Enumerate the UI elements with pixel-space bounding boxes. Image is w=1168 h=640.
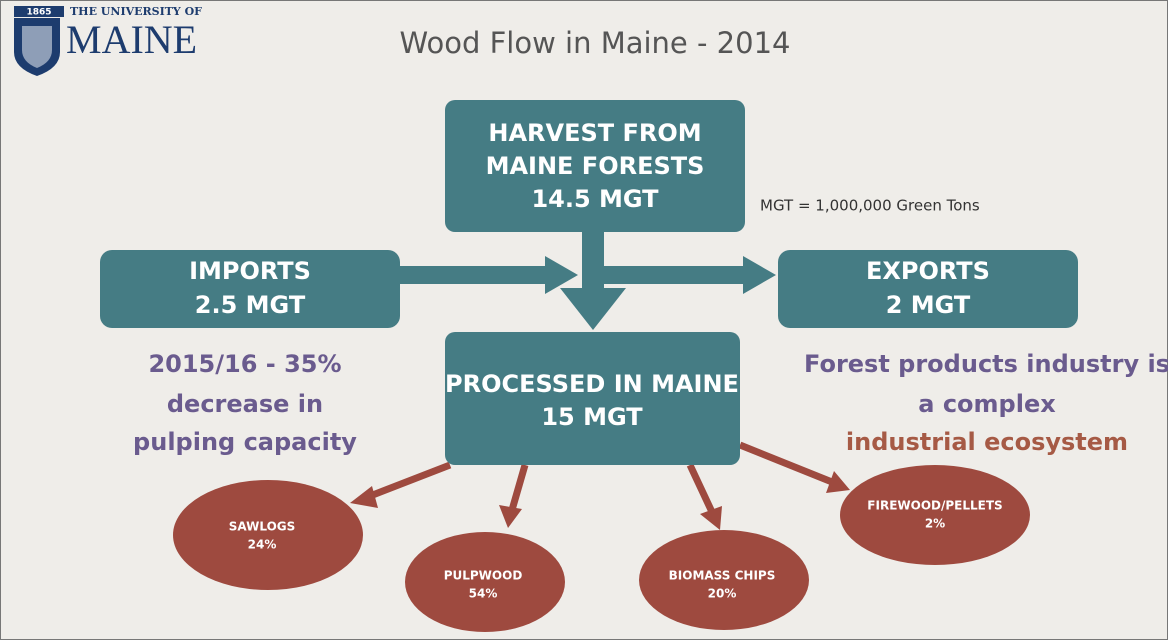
output-share: 54% [469, 587, 498, 601]
imports-text: IMPORTS [189, 257, 311, 285]
arrow-head [743, 256, 776, 294]
note: MGT = 1,000,000 Green Tons [760, 197, 980, 215]
harvest-text: MAINE FORESTS [486, 152, 705, 180]
title: Wood Flow in Maine - 2014 [400, 26, 791, 60]
harvest-text: 14.5 MGT [531, 185, 659, 213]
arrow-shaft [582, 230, 604, 290]
arrow-shaft [400, 266, 550, 284]
right-text: Forest products industry is [804, 350, 1168, 378]
arrow-head [350, 486, 378, 508]
left-text: 2015/16 - 35% [148, 350, 341, 378]
logo-line1: THE UNIVERSITY OF [70, 5, 202, 18]
processed-box [445, 332, 740, 465]
logo-year: 1865 [26, 8, 51, 18]
logo-year-bg [14, 6, 64, 17]
arrow-line [738, 441, 834, 486]
processed-text: 15 MGT [541, 403, 643, 431]
output-arrows [350, 441, 850, 530]
firewood-oval [840, 465, 1030, 565]
arrow-head [499, 505, 522, 528]
exports-box [778, 250, 1078, 328]
output-share: 24% [248, 538, 277, 552]
arrow-shaft [598, 266, 748, 284]
processed-text: PROCESSED IN MAINE [445, 370, 739, 398]
output-label: FIREWOOD/PELLETS [867, 499, 1002, 513]
sawlogs-oval [173, 480, 363, 590]
arrow-line [363, 461, 452, 502]
harvest-box [445, 100, 745, 232]
output-share: 20% [708, 587, 737, 601]
right-text: a complex [918, 390, 1056, 418]
output-share: 2% [925, 517, 945, 531]
harvest-text: HARVEST FROM [488, 119, 701, 147]
flow-arrows [400, 230, 776, 330]
exports-text: EXPORTS [866, 257, 990, 285]
output-label: BIOMASS CHIPS [669, 569, 776, 583]
arrow-head [826, 471, 850, 493]
output-label: PULPWOOD [444, 569, 523, 583]
arrow-head [700, 506, 722, 530]
exports-text: 2 MGT [886, 291, 971, 319]
right-text: industrial ecosystem [846, 428, 1128, 456]
left-text: pulping capacity [133, 428, 357, 456]
logo-line2: MAINE [66, 17, 197, 62]
left-text: decrease in [167, 390, 323, 418]
pulpwood-oval [405, 532, 565, 632]
imports-box [100, 250, 400, 328]
output-label: SAWLOGS [229, 520, 296, 534]
arrow-line [686, 463, 716, 514]
arrow-head [545, 256, 578, 294]
arrow-head [560, 288, 626, 330]
biomass-oval [639, 530, 809, 630]
arrow-line [508, 464, 529, 511]
imports-text: 2.5 MGT [195, 291, 306, 319]
logo-shield-inner [22, 26, 52, 68]
